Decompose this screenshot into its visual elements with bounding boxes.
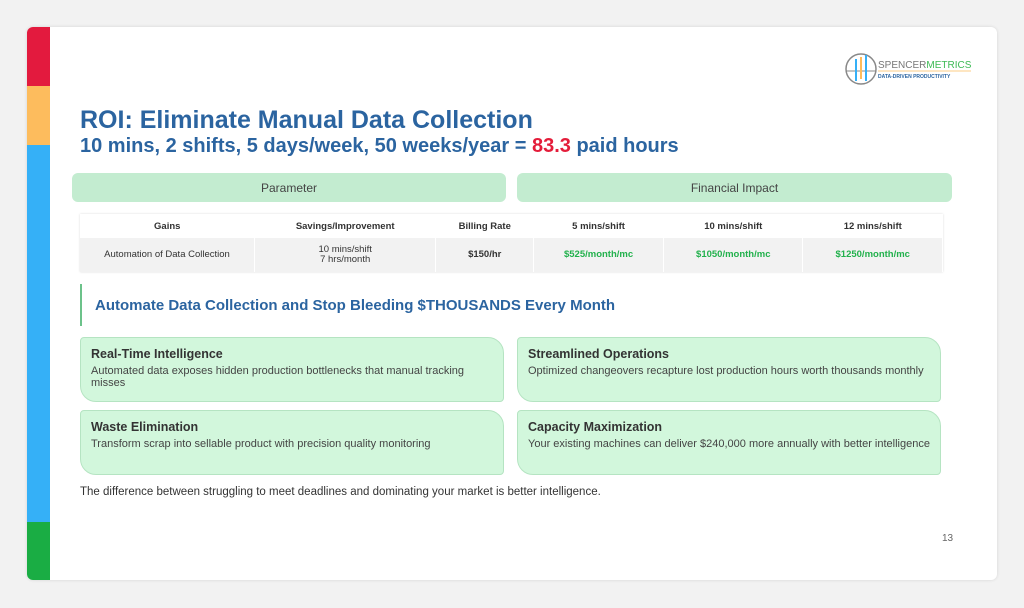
card-real-time-intelligence: Real-Time Intelligence Automated data ex… <box>80 337 504 402</box>
card-text: Your existing machines can deliver $240,… <box>528 438 930 450</box>
card-title: Real-Time Intelligence <box>91 347 223 361</box>
accent-bar-yellow <box>27 86 50 145</box>
svg-text:SPENCERMETRICS: SPENCERMETRICS <box>878 60 972 71</box>
subtitle-suffix: paid hours <box>570 135 679 157</box>
paid-hours-value: 83.3 <box>531 135 571 157</box>
roi-table: Gains Savings/Improvement Billing Rate 5… <box>80 214 943 272</box>
savings-line1: 10 mins/shift <box>318 243 372 255</box>
col-billing-rate: Billing Rate <box>435 214 534 238</box>
col-12-mins: 12 mins/shift <box>802 214 943 238</box>
card-capacity-maximization: Capacity Maximization Your existing mach… <box>517 410 941 475</box>
col-savings: Savings/Improvement <box>254 214 436 238</box>
card-waste-elimination: Waste Elimination Transform scrap into s… <box>80 410 504 475</box>
spencermetrics-logo: SPENCERMETRICS DATA-DRIVEN PRODUCTIVITY <box>845 53 972 85</box>
card-streamlined-operations: Streamlined Operations Optimized changeo… <box>517 337 941 402</box>
cell-5-mins: $525/month/mc <box>533 238 665 272</box>
col-gains: Gains <box>80 214 255 238</box>
page-title: ROI: Eliminate Manual Data Collection <box>80 106 533 134</box>
page-number: 13 <box>942 533 954 544</box>
page-subtitle: 10 mins, 2 shifts, 5 days/week, 50 weeks… <box>80 135 679 158</box>
col-10-mins: 10 mins/shift <box>663 214 803 238</box>
financial-impact-header: Financial Impact <box>517 173 952 202</box>
cell-savings: 10 mins/shift 7 hrs/month <box>254 238 437 272</box>
cell-12-mins: $1250/month/mc <box>802 238 943 272</box>
card-text: Optimized changeovers recapture lost pro… <box>528 365 924 377</box>
svg-text:DATA-DRIVEN PRODUCTIVITY: DATA-DRIVEN PRODUCTIVITY <box>878 74 951 80</box>
card-title: Waste Elimination <box>91 420 199 434</box>
parameter-header: Parameter <box>72 173 506 202</box>
subtitle-text: 10 mins, 2 shifts, 5 days/week, 50 weeks… <box>80 135 532 157</box>
callout-heading: Automate Data Collection and Stop Bleedi… <box>80 284 615 326</box>
slide: SPENCERMETRICS DATA-DRIVEN PRODUCTIVITY … <box>27 27 997 580</box>
accent-bar-blue <box>27 145 50 522</box>
accent-bar-red <box>27 27 50 86</box>
cell-10-mins: $1050/month/mc <box>663 238 804 272</box>
accent-bar-green <box>27 522 50 580</box>
card-title: Capacity Maximization <box>528 420 663 434</box>
footer-statement: The difference between struggling to mee… <box>80 486 601 498</box>
card-text: Transform scrap into sellable product wi… <box>91 438 431 450</box>
table-row: Automation of Data Collection 10 mins/sh… <box>80 238 943 272</box>
col-5-mins: 5 mins/shift <box>533 214 664 238</box>
card-text: Automated data exposes hidden production… <box>91 365 465 390</box>
cell-rate: $150/hr <box>435 238 535 272</box>
card-title: Streamlined Operations <box>528 347 670 361</box>
cell-gain: Automation of Data Collection <box>80 238 255 272</box>
savings-line2: 7 hrs/month <box>320 254 371 265</box>
table-header-row: Gains Savings/Improvement Billing Rate 5… <box>80 214 943 238</box>
